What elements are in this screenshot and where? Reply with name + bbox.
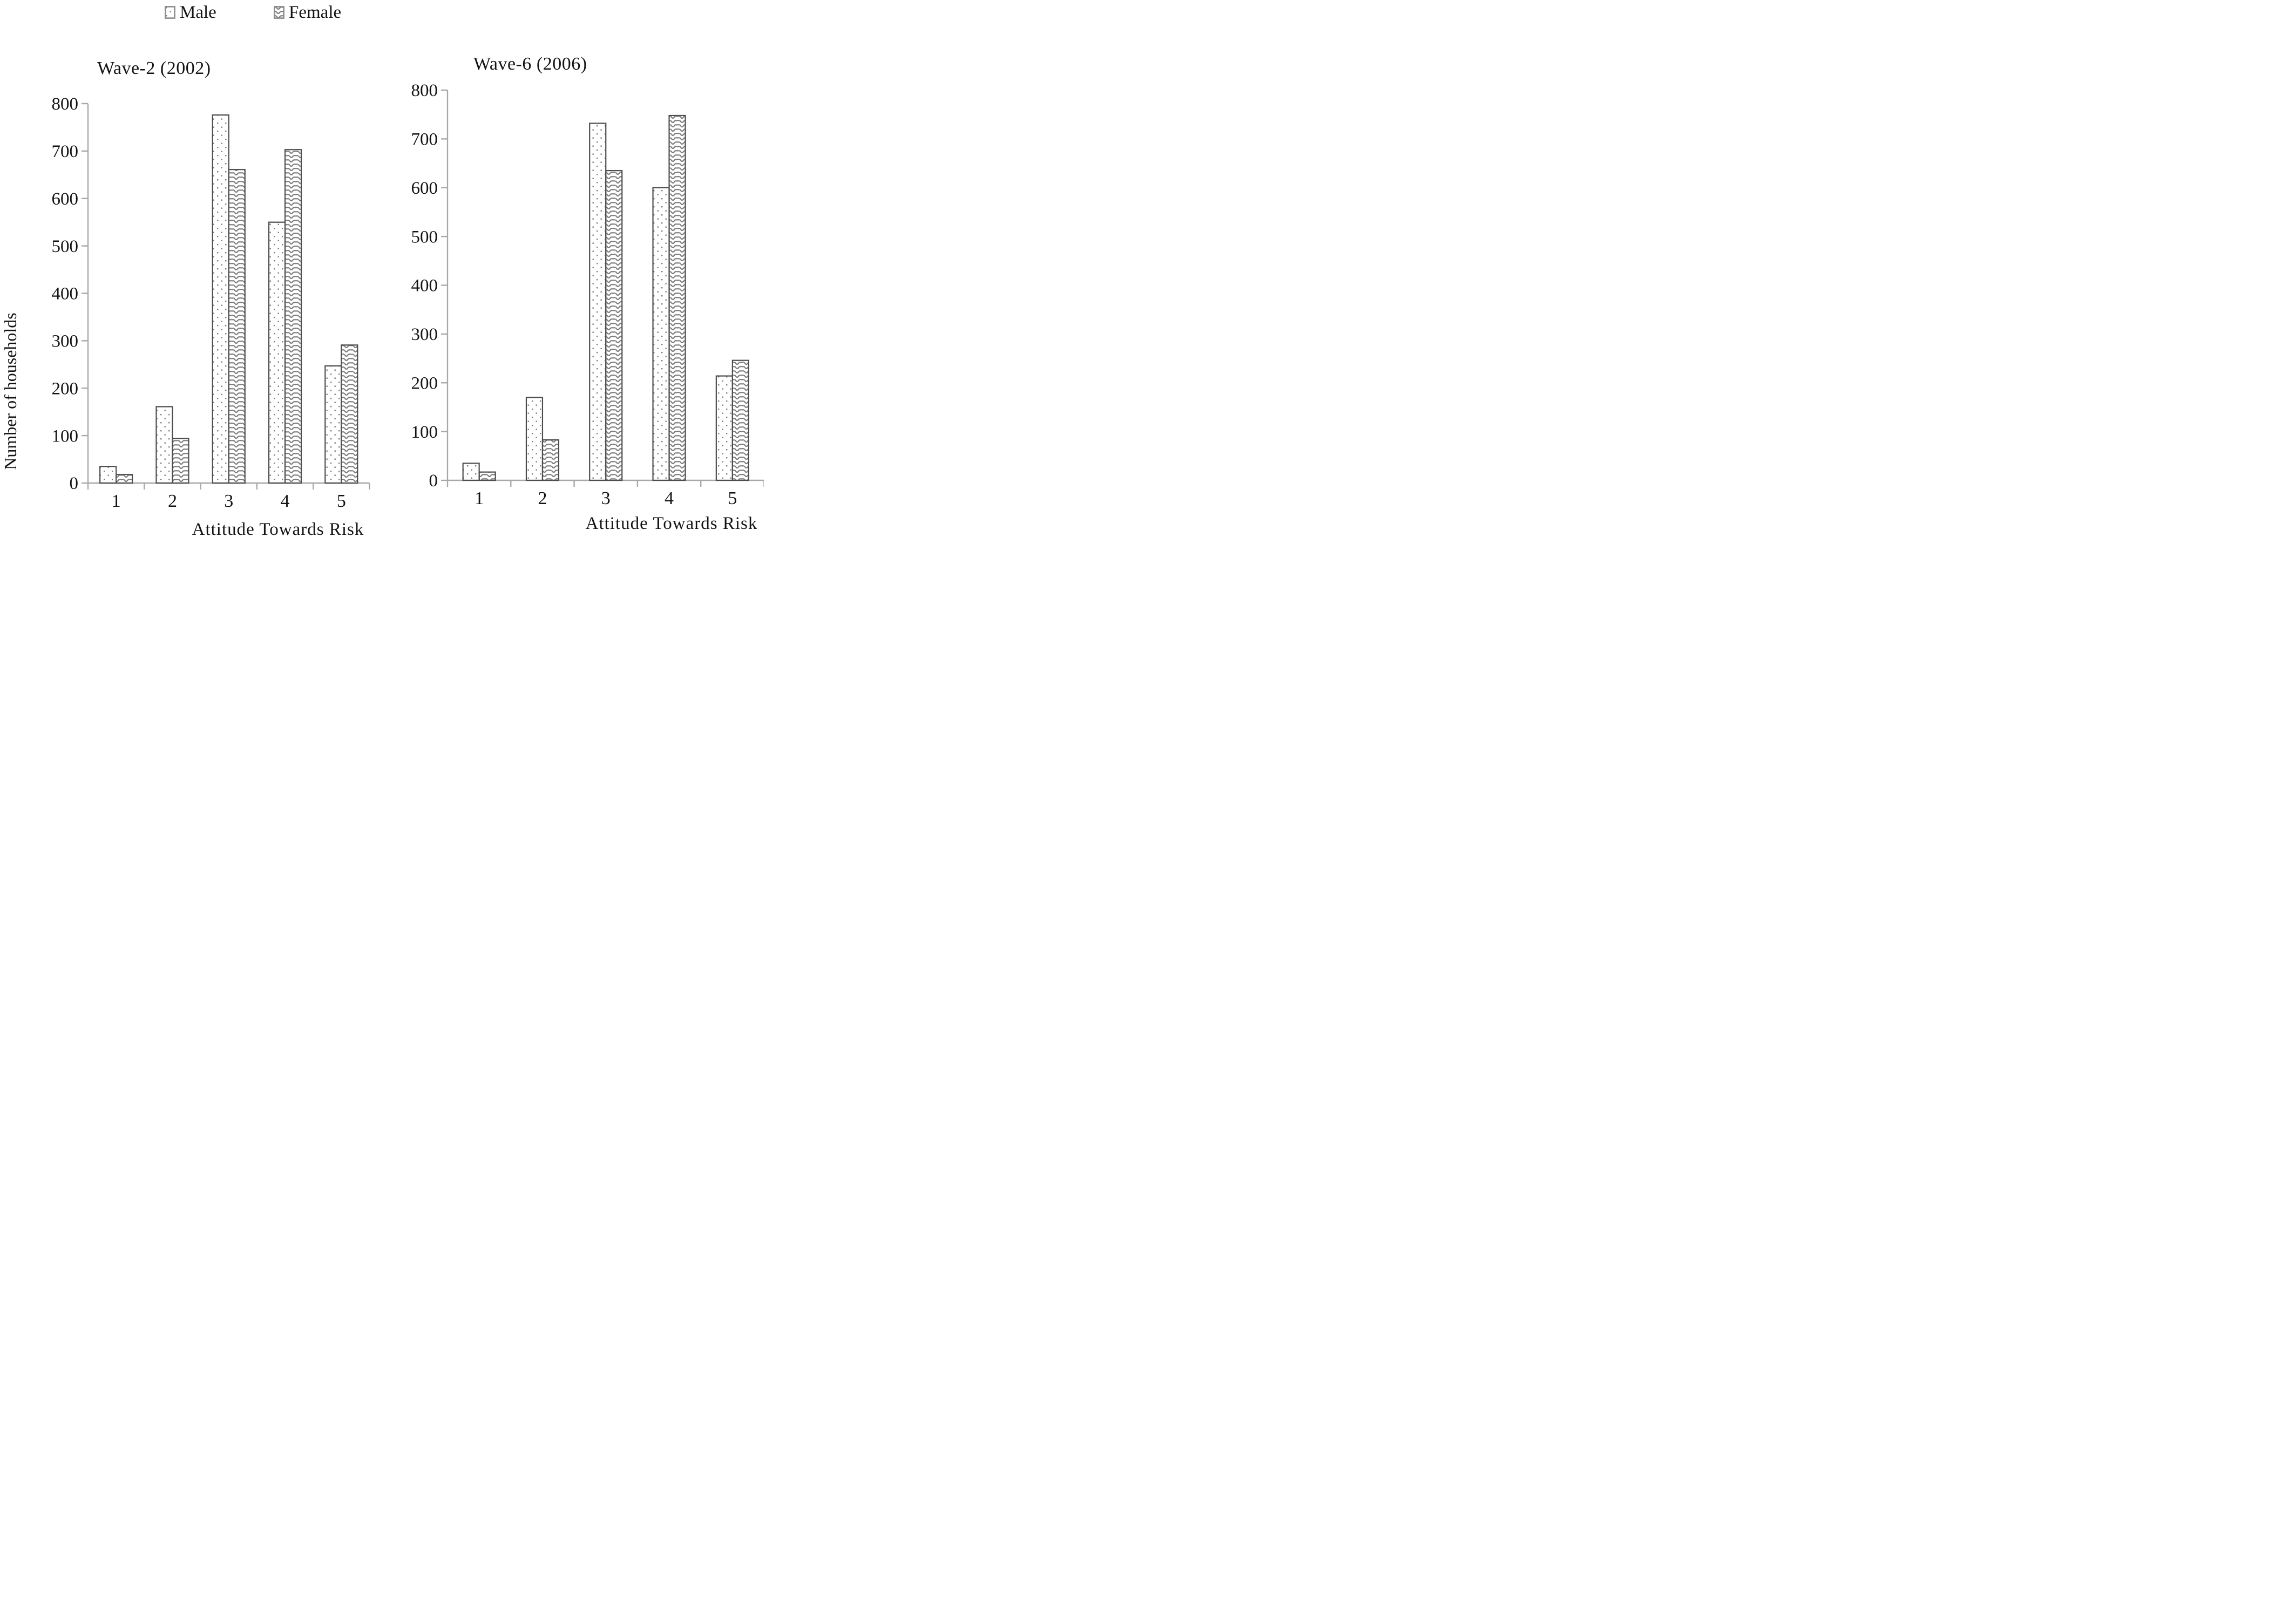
y-tick-label: 400 (411, 276, 438, 296)
legend-item-female: Female (274, 3, 341, 22)
bar-female-5 (341, 344, 358, 484)
female-swatch-icon (274, 6, 284, 19)
x-axis-title-wave2: Attitude Towards Risk (192, 520, 364, 539)
bar-female-4 (284, 149, 302, 484)
bar-male-2 (525, 397, 544, 481)
x-category-label: 1 (475, 488, 484, 508)
y-tick-label: 600 (52, 189, 79, 209)
bar-female-3 (228, 169, 246, 484)
bar-male-5 (324, 365, 342, 484)
y-tick-label: 500 (52, 237, 79, 256)
x-category-label: 4 (281, 491, 290, 511)
y-tick-label: 300 (411, 325, 438, 344)
y-tick-label: 200 (411, 373, 438, 393)
bar-female-4 (668, 114, 686, 481)
figure-canvas: Male Female Wave-2 (2002) Wave-6 (2006) … (0, 0, 764, 541)
bar-female-1 (116, 474, 133, 484)
legend-label: Male (180, 3, 216, 22)
bar-male-3 (212, 114, 229, 484)
bar-male-4 (268, 221, 286, 484)
y-tick-label: 200 (52, 379, 79, 398)
x-category-label: 5 (728, 488, 737, 508)
x-category-label: 2 (168, 491, 177, 511)
bar-female-2 (172, 438, 189, 484)
y-tick-label: 500 (411, 227, 438, 247)
chart-title-wave2: Wave-2 (2002) (97, 58, 211, 78)
y-tick-label: 800 (411, 81, 438, 100)
bar-female-2 (541, 439, 560, 481)
y-tick-label: 700 (411, 130, 438, 150)
y-tick-label: 600 (411, 179, 438, 198)
bar-male-1 (99, 466, 117, 484)
y-axis-title: Number of households (1, 312, 20, 470)
x-axis-title-wave6: Attitude Towards Risk (585, 514, 758, 533)
x-category-label: 4 (665, 488, 674, 508)
y-tick-label: 100 (411, 423, 438, 442)
bar-male-3 (589, 123, 607, 481)
y-tick-label: 700 (52, 142, 79, 161)
y-tick-label: 300 (52, 332, 79, 351)
x-category-label: 3 (601, 488, 611, 508)
x-category-label: 1 (112, 491, 121, 511)
bar-male-2 (155, 406, 173, 484)
x-category-label: 2 (538, 488, 547, 508)
x-category-label: 5 (337, 491, 346, 511)
legend-label: Female (289, 3, 342, 22)
bar-female-1 (478, 471, 496, 481)
bar-female-5 (731, 359, 749, 481)
legend-item-male: Male (165, 3, 216, 22)
male-swatch-icon (165, 6, 175, 19)
bar-male-1 (462, 463, 480, 481)
legend-swatch-rect (274, 6, 284, 19)
y-tick-label: 800 (52, 94, 79, 114)
x-category-label: 3 (224, 491, 233, 511)
y-tick-label: 100 (52, 426, 79, 446)
y-tick-label: 400 (52, 284, 79, 304)
y-tick-label: 0 (429, 471, 438, 491)
legend-swatch-rect (165, 6, 175, 19)
y-tick-label: 0 (70, 474, 79, 493)
bar-male-5 (715, 375, 733, 481)
bar-female-3 (605, 170, 623, 481)
chart-title-wave6: Wave-6 (2006) (473, 54, 587, 74)
bar-plot-wave6: 0 100 200 300 400 500 600 700 800 1 2 3 4 5 (411, 81, 764, 508)
bar-plot-wave2: 0 100 200 300 400 500 600 700 800 1 2 3 4 5 (52, 94, 370, 511)
bar-male-4 (652, 187, 670, 481)
